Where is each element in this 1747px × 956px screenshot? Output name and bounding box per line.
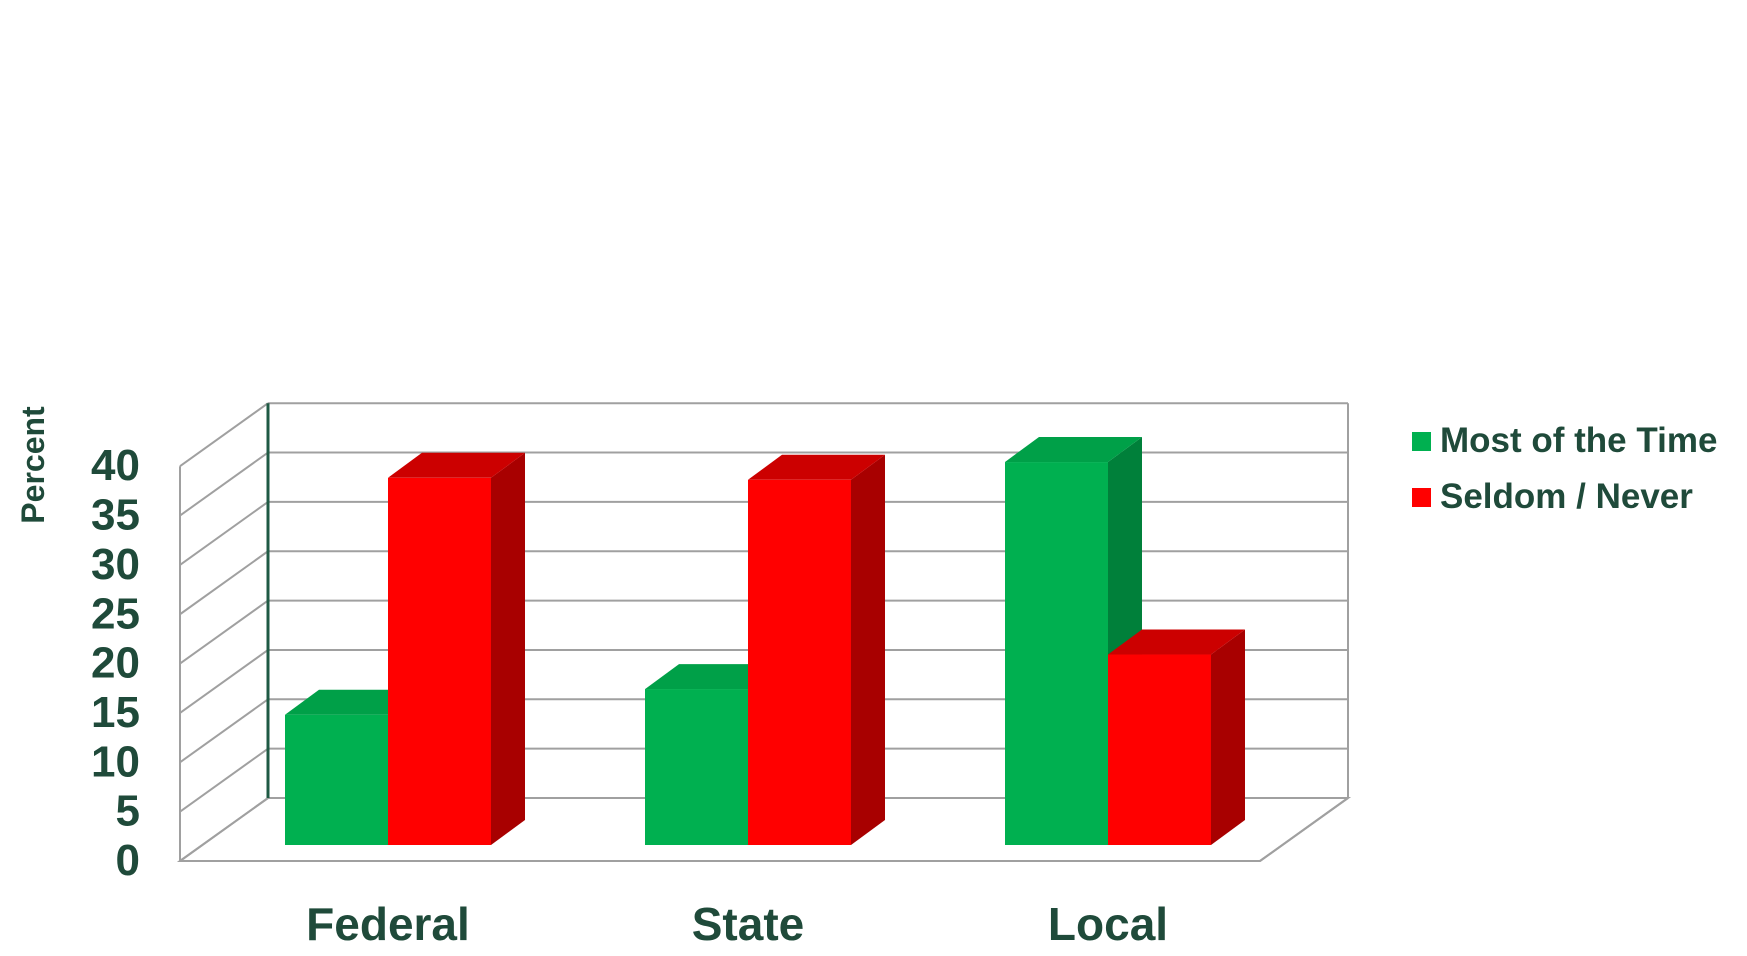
gridline-side (179, 649, 269, 714)
x-tick-label: Federal (306, 898, 470, 950)
legend: Most of the Time Seldom / Never (1412, 421, 1717, 516)
y-tick-label: 40 (91, 441, 140, 490)
bars-group (180, 437, 1349, 862)
y-tick-label: 0 (116, 836, 140, 885)
floor-right-edge (1259, 797, 1349, 862)
legend-item: Seldom / Never (1412, 477, 1693, 516)
bar-side (851, 454, 885, 845)
bar-top (1108, 629, 1245, 655)
legend-swatch (1412, 432, 1431, 451)
x-category-labels: Federal State Local (306, 898, 1168, 950)
y-tick-label: 10 (91, 737, 140, 786)
gridline-side (179, 797, 269, 862)
bar-top (645, 664, 782, 690)
bar-front (1005, 462, 1108, 845)
gridline-side (179, 599, 269, 665)
legend-label: Most of the Time (1440, 421, 1717, 460)
y-tick-label: 25 (91, 589, 140, 638)
y-tick-label: 20 (91, 639, 140, 688)
gridline-side (179, 550, 269, 616)
y-tick-label: 5 (116, 787, 140, 836)
legend-item: Most of the Time (1412, 421, 1717, 460)
gridline-side (179, 747, 269, 813)
legend-label: Seldom / Never (1440, 477, 1693, 516)
y-tick-label: 35 (91, 491, 140, 540)
bar-top (285, 689, 422, 715)
bar-side (491, 452, 525, 845)
bar-front (645, 689, 748, 845)
gridline-side (179, 501, 269, 566)
bar-front (285, 714, 388, 845)
bar-federal-seldom (388, 452, 525, 845)
y-tick-label: 15 (91, 688, 140, 737)
legend-swatch (1412, 488, 1431, 507)
bar-top (748, 454, 885, 480)
bar-front (1108, 654, 1211, 845)
bar-side (1211, 629, 1245, 845)
x-tick-label: State (692, 898, 804, 950)
gridline-side (179, 451, 269, 517)
bar-top (1005, 437, 1142, 462)
bar-state-seldom (748, 454, 885, 845)
y-axis-title: Percent (15, 406, 51, 524)
gridline-side (179, 698, 269, 764)
bar-front (388, 477, 491, 845)
y-tick-label: 30 (91, 540, 140, 589)
bar-top (388, 452, 525, 478)
bar-front (748, 479, 851, 845)
x-tick-label: Local (1048, 898, 1168, 950)
bar-local-seldom (1108, 629, 1245, 845)
gridline-side (179, 402, 269, 468)
